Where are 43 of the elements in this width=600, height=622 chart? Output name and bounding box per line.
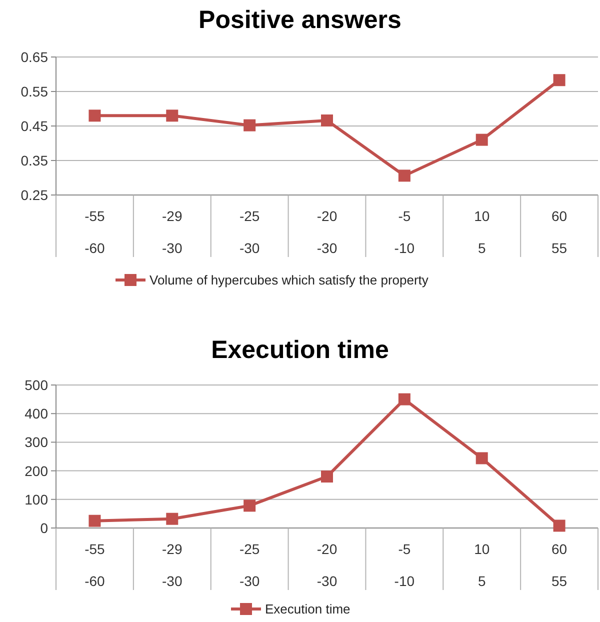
point [321, 114, 333, 126]
point [244, 500, 256, 512]
legend-label: Volume of hypercubes which satisfy the property [150, 272, 429, 288]
x-tick-label: -29 -30 [162, 541, 182, 589]
point [166, 512, 178, 525]
y-tick-label: 500 [24, 377, 48, 393]
y-tick-label: 300 [24, 434, 48, 450]
point [88, 514, 101, 527]
point [321, 470, 333, 483]
x-tick-label: 10 5 [474, 541, 490, 589]
chart-title: Positive answers [198, 6, 402, 34]
x-tick-label: -25 -30 [239, 208, 260, 256]
point [476, 452, 488, 464]
point [476, 134, 488, 146]
point [553, 74, 566, 86]
x-tick-label: -5 -10 [394, 208, 415, 256]
y-tick-label: 200 [24, 462, 48, 479]
point [244, 119, 256, 132]
x-tick-label: -29 -30 [162, 208, 182, 256]
chart-title: Execution time [211, 336, 389, 364]
y-tick-label: 400 [24, 406, 48, 422]
x-tick-label: -20 -30 [316, 541, 338, 589]
x-tick-label: 60 55 [551, 208, 568, 256]
y-tick-label: 0.25 [20, 187, 48, 203]
x-tick-label: -55 -60 [84, 208, 106, 256]
point [553, 520, 566, 532]
point [88, 110, 101, 122]
y-tick-label: 0.55 [20, 84, 48, 100]
y-tick-label: 100 [24, 491, 48, 508]
y-tick-label: 0 [40, 520, 48, 536]
x-tick-label: -25 -30 [239, 541, 260, 589]
y-tick-label: 0.65 [20, 49, 48, 65]
x-tick-label: 60 55 [551, 541, 568, 589]
x-tick-label: -55 -60 [84, 541, 106, 589]
point [398, 393, 410, 406]
legend-label: Execution time [265, 602, 350, 616]
x-tick-label: -5 -10 [394, 541, 415, 589]
point [398, 170, 410, 182]
point [166, 110, 178, 122]
x-tick-label: -20 -30 [316, 208, 338, 256]
x-tick-label: 10 5 [474, 208, 490, 256]
y-tick-label: 0.45 [20, 118, 48, 134]
y-tick-label: 0.35 [20, 152, 48, 168]
